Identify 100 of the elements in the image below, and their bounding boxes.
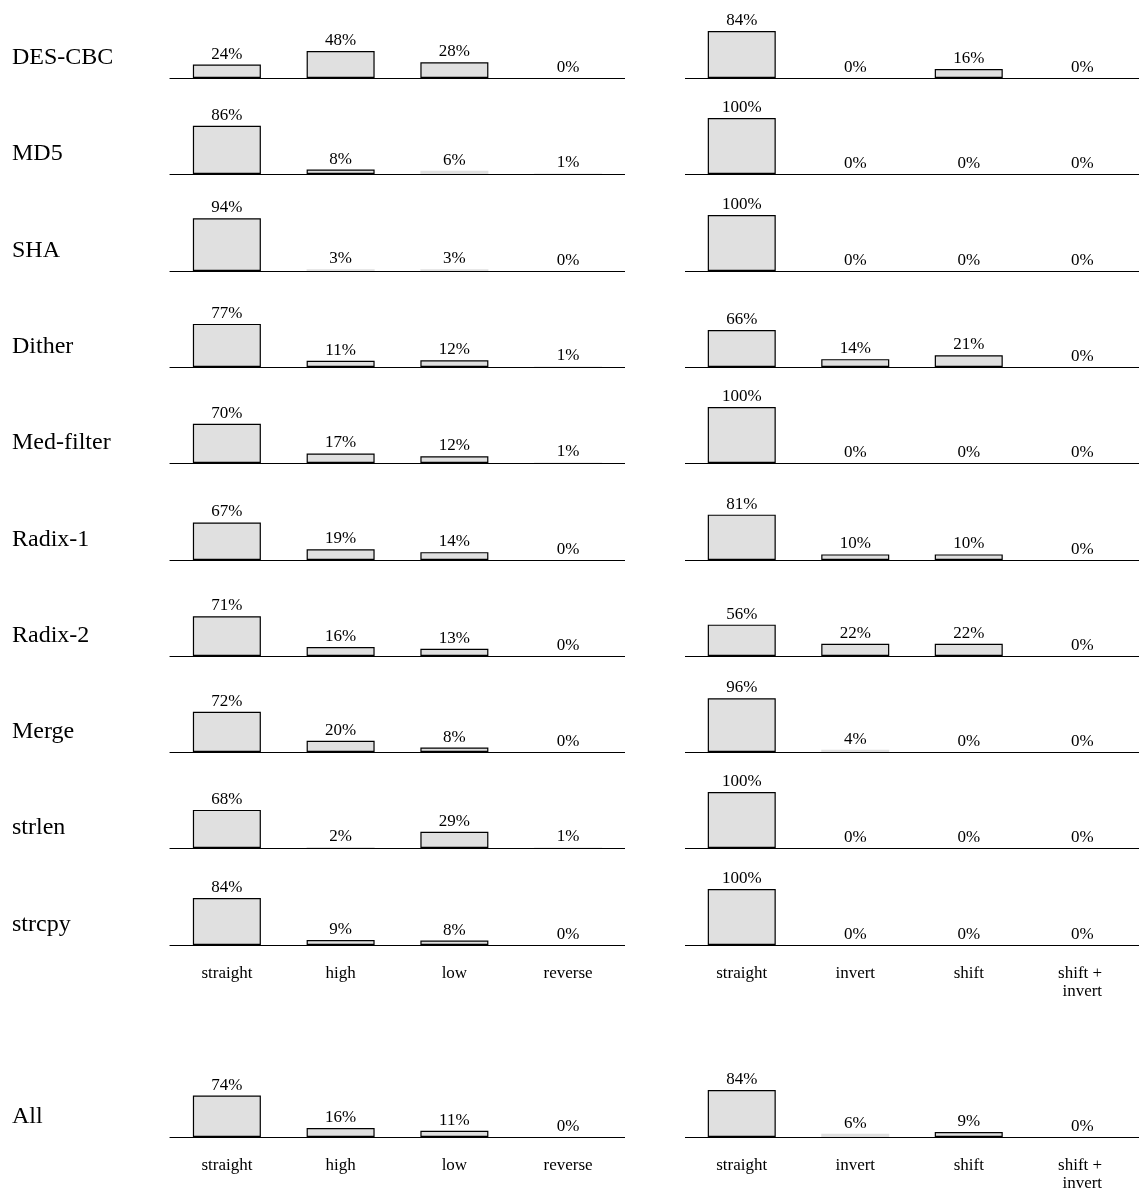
data-label: 6%: [843, 1112, 867, 1132]
data-label: 0%: [1070, 345, 1094, 365]
data-label: 16%: [325, 625, 357, 645]
data-label: 8%: [443, 919, 466, 939]
x-tick-label: invert: [835, 962, 876, 982]
data-label: 2%: [329, 826, 352, 846]
y-axis-title: SHA: [12, 235, 61, 262]
data-label: 74%: [211, 1074, 243, 1094]
x-tick-label: straight: [716, 962, 768, 982]
x-tick-label: straight: [201, 1154, 253, 1174]
data-label: 0%: [957, 923, 981, 943]
data-label: 100%: [721, 386, 762, 406]
data-label: 0%: [843, 57, 867, 76]
data-label: 11%: [439, 1109, 470, 1129]
data-label: 3%: [329, 247, 352, 267]
x-tick-label: low: [441, 1154, 468, 1174]
data-label: 22%: [953, 622, 985, 642]
data-label: 0%: [843, 923, 867, 943]
data-label: 0%: [1070, 827, 1094, 847]
data-label: 6%: [443, 149, 466, 169]
data-label: 67%: [211, 500, 243, 520]
data-label: 21%: [953, 334, 985, 354]
data-label: 1%: [556, 441, 580, 461]
data-label: 96%: [726, 677, 758, 697]
data-label: 81%: [726, 493, 758, 513]
data-label: 84%: [726, 9, 758, 29]
data-label: 0%: [957, 731, 981, 751]
data-label: 28%: [438, 41, 470, 61]
data-label: 0%: [1070, 634, 1094, 654]
data-label: 0%: [843, 153, 867, 173]
y-axis-title: strlen: [12, 813, 66, 840]
data-label: 0%: [556, 57, 580, 76]
data-label: 17%: [325, 432, 357, 452]
x-tick-label: high: [325, 1154, 357, 1174]
y-axis-title: strcpy: [12, 909, 71, 936]
data-label: 48%: [325, 30, 357, 50]
data-label: 84%: [211, 876, 243, 896]
x-tick-label: shift: [953, 962, 985, 982]
data-label: 13%: [438, 627, 470, 647]
data-label: 100%: [721, 97, 762, 117]
data-label: 0%: [957, 153, 981, 173]
data-label: 1%: [556, 152, 580, 172]
data-label: 0%: [556, 634, 580, 654]
data-label: 10%: [839, 532, 871, 552]
data-label: 84%: [726, 1068, 758, 1088]
data-label: 100%: [721, 771, 762, 791]
data-label: 16%: [953, 48, 985, 68]
data-label: 1%: [556, 826, 580, 846]
data-label: 0%: [556, 731, 580, 751]
x-tick-label: low: [441, 962, 468, 982]
data-label: 77%: [211, 302, 243, 322]
data-label: 0%: [1070, 731, 1094, 751]
data-label: 56%: [726, 603, 758, 623]
y-axis-title: Radix-2: [12, 620, 90, 647]
x-tick-label: high: [325, 962, 357, 982]
y-axis-title: All: [12, 1102, 43, 1128]
data-label: 0%: [957, 249, 981, 269]
x-tick-label: straight: [201, 962, 253, 982]
data-label: 16%: [325, 1107, 357, 1127]
x-tick-label: reverse: [543, 1154, 593, 1174]
data-label: 14%: [839, 338, 871, 358]
data-label: 19%: [325, 527, 357, 547]
y-axis-title: Dither: [12, 331, 74, 358]
data-label: 0%: [556, 538, 580, 558]
data-label: 0%: [1070, 57, 1094, 76]
data-label: 14%: [438, 530, 470, 550]
x-tick-label: shift + invert: [1058, 962, 1107, 1000]
data-label: 9%: [329, 918, 352, 938]
data-label: 0%: [1070, 538, 1094, 558]
data-label: 4%: [843, 728, 867, 748]
x-tick-label: straight: [716, 1154, 768, 1174]
data-label: 66%: [726, 308, 758, 328]
data-label: 24%: [211, 43, 243, 63]
data-label: 94%: [211, 196, 243, 216]
data-label: 0%: [957, 442, 981, 462]
data-label: 20%: [325, 719, 357, 739]
x-tick-label: shift + invert: [1058, 1154, 1107, 1192]
data-label: 0%: [1070, 442, 1094, 462]
data-label: 0%: [1070, 153, 1094, 173]
data-label: 0%: [843, 827, 867, 847]
data-label: 86%: [211, 105, 243, 125]
data-label: 71%: [211, 595, 243, 615]
x-tick-label: shift: [953, 1154, 985, 1174]
x-tick-label: invert: [835, 1154, 876, 1174]
y-axis-title: Radix-1: [12, 524, 90, 551]
y-axis-title: DES-CBC: [12, 43, 114, 69]
y-axis-title: MD5: [12, 139, 63, 166]
data-label: 22%: [839, 622, 871, 642]
data-label: 100%: [721, 867, 762, 887]
data-label: 0%: [1070, 1116, 1094, 1135]
data-label: 9%: [957, 1110, 981, 1130]
data-label: 0%: [556, 1116, 580, 1135]
data-label: 8%: [329, 148, 352, 168]
data-label: 0%: [556, 249, 580, 269]
data-label: 72%: [211, 690, 243, 710]
data-label: 11%: [325, 339, 356, 359]
data-label: 10%: [953, 532, 985, 552]
data-label: 3%: [443, 247, 466, 267]
data-label: 12%: [438, 339, 470, 359]
x-tick-label: reverse: [543, 962, 593, 982]
